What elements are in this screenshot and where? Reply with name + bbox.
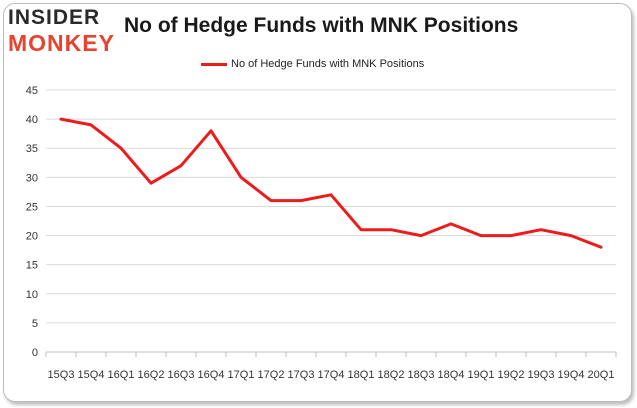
x-tick-label: 17Q3 xyxy=(288,369,315,381)
data-point xyxy=(509,234,513,237)
x-tick-label: 18Q2 xyxy=(378,369,405,381)
x-tick-label: 16Q4 xyxy=(198,369,225,381)
data-point xyxy=(419,234,423,237)
x-tick-label: 17Q1 xyxy=(228,369,255,381)
data-point xyxy=(599,246,603,249)
data-point xyxy=(449,222,453,226)
y-tick-label: 45 xyxy=(26,85,38,97)
logo-line-1: INSIDER xyxy=(8,6,101,29)
data-point xyxy=(389,228,393,231)
data-point xyxy=(89,123,93,127)
data-point xyxy=(239,176,243,179)
x-tick-label: 18Q1 xyxy=(348,369,375,381)
x-tick-label: 18Q4 xyxy=(438,369,465,381)
y-tick-label: 40 xyxy=(26,114,38,126)
logo-line-2: MONKEY xyxy=(8,30,115,56)
data-point xyxy=(539,228,543,231)
x-tick-label: 18Q3 xyxy=(408,369,435,381)
x-tick-label: 19Q1 xyxy=(468,369,495,381)
data-point xyxy=(569,234,573,237)
chart-legend: No of Hedge Funds with MNK Positions xyxy=(201,56,424,72)
y-tick-label: 25 xyxy=(26,201,38,213)
x-tick-label: 15Q4 xyxy=(78,369,105,381)
legend-swatch xyxy=(201,62,227,66)
data-point xyxy=(119,147,123,150)
y-tick-label: 5 xyxy=(32,318,38,330)
data-point xyxy=(209,129,213,132)
x-tick-label: 19Q3 xyxy=(528,369,555,381)
x-tick-label: 19Q2 xyxy=(498,369,525,381)
insider-monkey-logo: INSIDER MONKEY xyxy=(8,6,118,58)
legend-label: No of Hedge Funds with MNK Positions xyxy=(231,58,425,70)
x-tick-label: 16Q1 xyxy=(108,369,135,381)
y-tick-label: 10 xyxy=(26,289,38,301)
data-point xyxy=(149,181,153,185)
data-point xyxy=(329,193,333,196)
data-point xyxy=(179,164,183,167)
y-tick-label: 15 xyxy=(26,260,38,272)
chart-title: No of Hedge Funds with MNK Positions xyxy=(124,14,519,37)
series-line xyxy=(59,117,603,249)
x-tick-label: 19Q4 xyxy=(558,369,585,381)
x-tick-label: 17Q2 xyxy=(258,369,285,381)
data-point xyxy=(299,199,303,202)
x-tick-label: 15Q3 xyxy=(48,369,75,381)
data-point xyxy=(479,234,483,237)
data-point xyxy=(59,117,63,121)
y-tick-label: 35 xyxy=(26,143,38,155)
data-point xyxy=(359,228,363,231)
x-tick-label: 16Q2 xyxy=(138,369,165,381)
y-tick-label: 30 xyxy=(26,172,38,184)
chart-frame xyxy=(3,3,632,402)
data-point xyxy=(269,199,273,202)
y-tick-label: 20 xyxy=(26,231,38,243)
x-tick-label: 17Q4 xyxy=(318,369,345,381)
x-tick-label: 16Q3 xyxy=(168,369,195,381)
y-tick-label: 0 xyxy=(32,347,38,359)
x-tick-label: 20Q1 xyxy=(588,369,615,381)
